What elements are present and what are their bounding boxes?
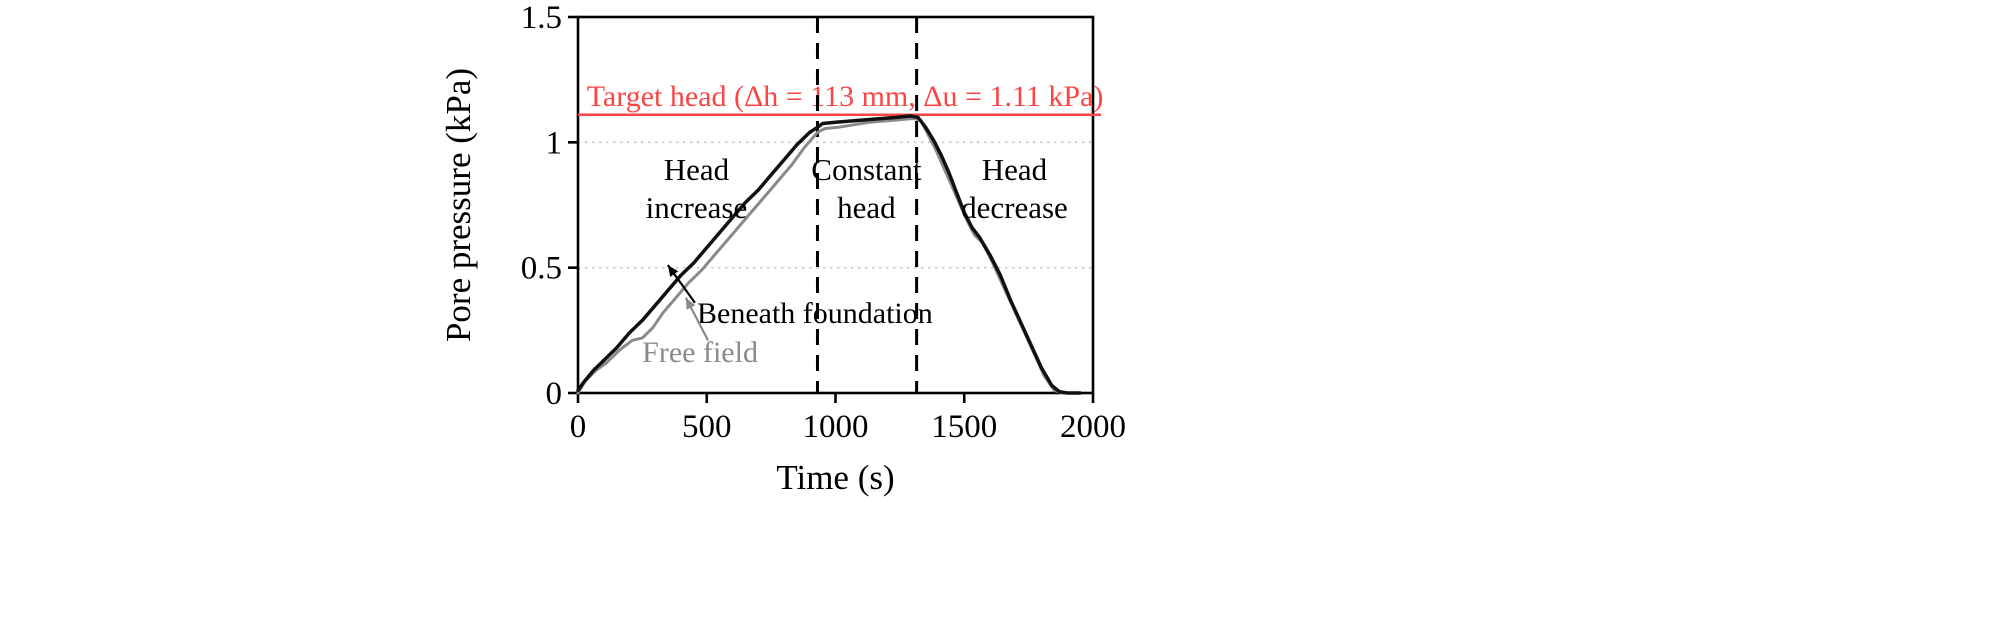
annotation-free-field-arrow-head	[685, 297, 696, 310]
x-tick-label: 2000	[1060, 409, 1126, 445]
phase-label: Head increase	[646, 152, 748, 225]
annotation-free-field-label: Free field	[642, 336, 758, 369]
x-axis-title: Time (s)	[776, 458, 894, 497]
y-tick-label: 1	[546, 125, 563, 161]
y-axis-title: Pore pressure (kPa)	[439, 68, 478, 342]
x-tick-label: 500	[682, 409, 732, 445]
x-tick-label: 1000	[803, 409, 869, 445]
series-beneath-foundation	[576, 114, 1082, 395]
annotation-beneath-foundation-label: Beneath foundation	[697, 297, 933, 330]
x-tick-label: 1500	[931, 409, 997, 445]
phase-label: Constant head	[811, 152, 922, 225]
y-tick-label: 0	[546, 376, 563, 412]
y-tick-label: 0.5	[521, 251, 562, 287]
x-tick-label: 0	[570, 409, 587, 445]
target-head-label: Target head (Δh = 113 mm, Δu = 1.11 kPa)	[587, 80, 1104, 113]
y-tick-label: 1.5	[521, 0, 562, 36]
annotation-beneath-foundation-arrow-head	[667, 265, 679, 277]
phase-label: Head decrease	[961, 152, 1068, 225]
